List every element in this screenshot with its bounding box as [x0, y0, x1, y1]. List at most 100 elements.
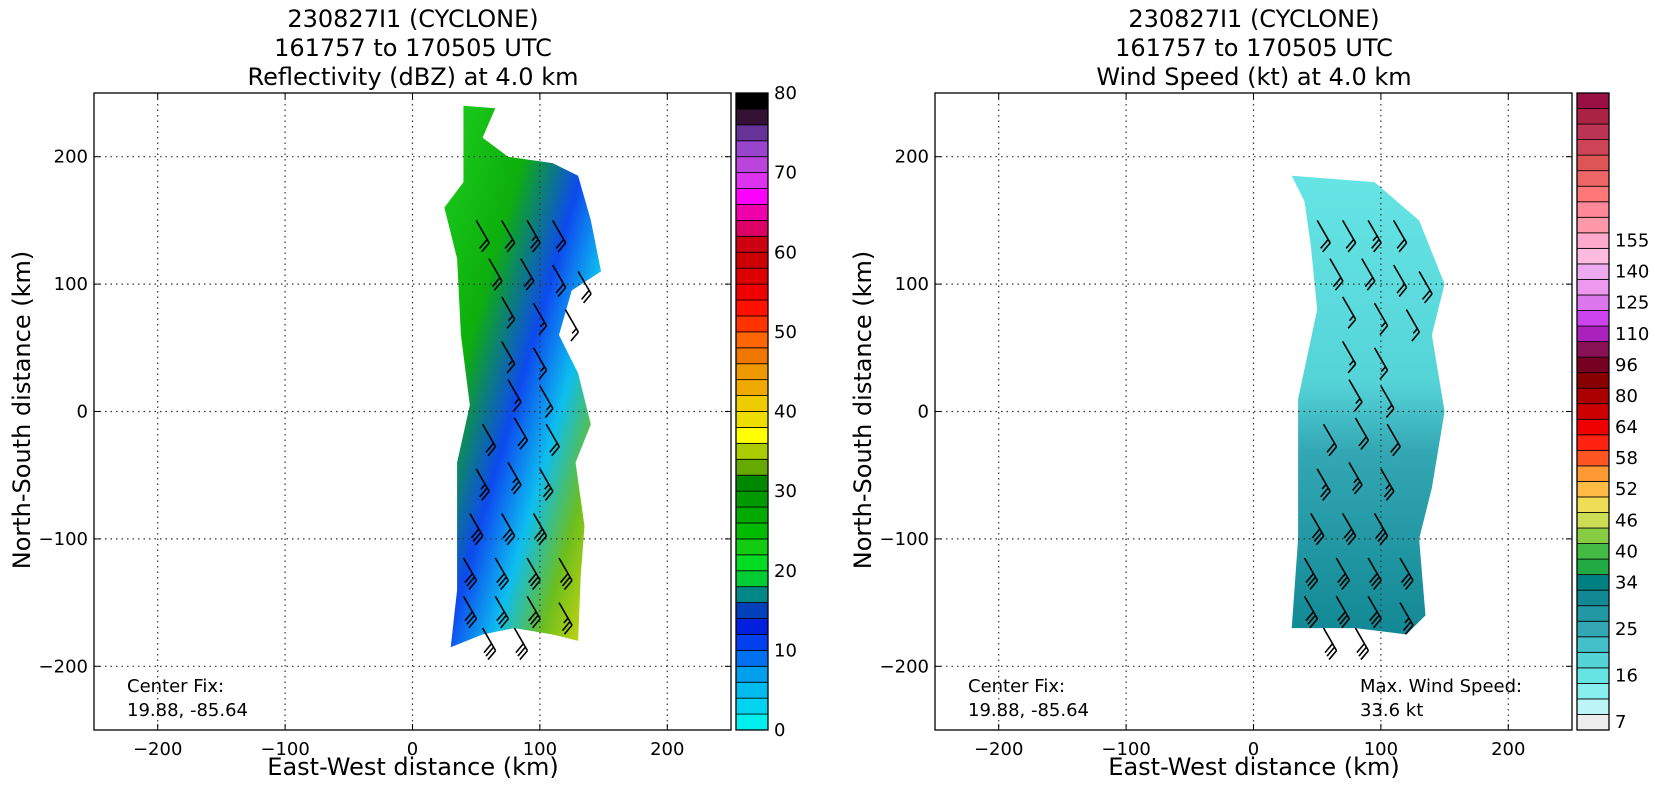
wind-barb — [1341, 513, 1357, 546]
wind-barb — [1316, 219, 1331, 253]
wind-barb — [481, 423, 497, 457]
colorbar-tick-label: 10 — [774, 640, 797, 661]
colorbar-segment — [735, 315, 769, 333]
wind-barb — [1373, 513, 1389, 546]
wind-barb-half-flag — [546, 404, 552, 411]
wind-barb-flag — [493, 280, 503, 291]
wind-barb-flag — [487, 446, 497, 457]
wind-barb-shaft — [1399, 557, 1414, 581]
colorbar-segment — [1576, 481, 1610, 498]
wind-barb-half-flag — [1348, 315, 1355, 322]
y-tick-label: 0 — [77, 402, 88, 423]
wind-barb-half-flag — [539, 366, 546, 373]
colorbar-segment — [735, 570, 769, 588]
wind-barb-half-flag — [544, 483, 550, 490]
wind-barb-shaft — [469, 513, 484, 537]
wind-barb-flag — [1309, 618, 1319, 629]
colorbar-segment — [735, 538, 769, 556]
wind-barb-flag — [1360, 650, 1370, 661]
reflectivity-title-line-3: Reflectivity (dBZ) at 4.0 km — [248, 63, 579, 91]
colorbar-segment — [1576, 154, 1610, 172]
wind-barb-flag — [1369, 573, 1378, 584]
colorbar-segment — [735, 347, 769, 365]
colorbar-tick-label: 50 — [774, 322, 797, 343]
wind-speed-region — [1291, 175, 1445, 635]
wind-barb-shaft — [551, 264, 567, 288]
wind-barb — [462, 557, 478, 591]
wind-barb — [1322, 627, 1338, 661]
y-tick-label: −100 — [880, 529, 929, 550]
wind-barb — [1341, 296, 1357, 329]
wind-barb-shaft — [1373, 302, 1389, 327]
wind-barb-flag — [1339, 614, 1348, 625]
wind-barb-shaft — [500, 341, 516, 365]
wind-barb-flag — [1337, 573, 1346, 584]
colorbar-segment — [1576, 620, 1610, 638]
wind-barb-half-flag — [507, 359, 514, 366]
wind-barb-flag — [1343, 528, 1353, 539]
wind-barb-flag — [561, 576, 571, 587]
wind-speed-y-axis-label: North-South distance (km) — [849, 251, 877, 570]
colorbar-tick-label: 46 — [1615, 510, 1638, 531]
x-tick-label: −200 — [133, 739, 182, 760]
colorbar-segment — [735, 267, 769, 285]
wind-barb-flag — [1373, 618, 1382, 629]
reflectivity-center-fix-label: Center Fix: — [127, 676, 224, 697]
plot-background — [94, 93, 731, 730]
wind-barb — [1316, 468, 1331, 501]
wind-barb-shaft — [462, 557, 478, 581]
wind-barb — [1354, 417, 1370, 450]
x-tick-label: 200 — [650, 739, 684, 760]
wind-barb-flag — [464, 611, 474, 622]
wind-barb-shaft — [1399, 602, 1414, 626]
wind-barb-flag — [1404, 624, 1414, 635]
wind-barb-flag — [1322, 490, 1331, 501]
wind-barb-flag — [528, 611, 537, 622]
wind-barb-flag — [1375, 528, 1385, 539]
wind-barb-shaft — [1341, 513, 1357, 537]
colorbar-segment — [735, 681, 769, 699]
wind-barb-flag — [1396, 283, 1406, 294]
wind-barb-shaft — [558, 602, 573, 626]
wind-barb-flag — [1324, 643, 1334, 654]
wind-barb-flag — [1328, 446, 1338, 457]
wind-barb-shaft — [1341, 341, 1357, 365]
reflectivity-colorbar: 0 10 20 30 40 50 60 70 80 — [735, 83, 797, 741]
colorbar-segment — [1576, 449, 1610, 467]
wind-barb-shaft — [1348, 462, 1363, 486]
colorbar-segment — [735, 204, 769, 221]
wind-barb-flag — [485, 442, 495, 453]
colorbar-segment — [735, 395, 769, 412]
wind-barb-half-flag — [1353, 477, 1359, 484]
wind-barb-flag — [1358, 646, 1368, 657]
colorbar-tick-label: 16 — [1615, 666, 1638, 687]
wind-barb-flag — [538, 535, 548, 546]
colorbar-tick-label: 125 — [1615, 293, 1649, 314]
wind-barb-flag — [1373, 242, 1382, 253]
colorbar-tick-label: 80 — [774, 83, 797, 104]
reflectivity-plot-area: −200 −100 0 100 200 −200 −100 0 100 200 — [39, 92, 732, 760]
y-tick-label: 0 — [918, 402, 929, 423]
colorbar-segment — [735, 188, 769, 205]
wind-speed-x-axis-label: East-West distance (km) — [1108, 753, 1399, 781]
wind-speed-title-line-2: 161757 to 170505 UTC — [1115, 34, 1393, 62]
wind-barb-shaft — [462, 595, 478, 620]
colorbar-tick-label: 58 — [1615, 448, 1638, 469]
wind-barb-flag — [538, 325, 548, 336]
colorbar-segment — [1576, 92, 1610, 109]
wind-barb-flag — [1320, 487, 1329, 498]
colorbar-segment — [735, 92, 769, 110]
wind-barb-shaft — [532, 302, 548, 327]
wind-barb-flag — [580, 289, 590, 300]
wind-barb-flag — [1398, 286, 1408, 297]
wind-barb-flag — [496, 611, 505, 622]
y-tick-label: 200 — [895, 147, 929, 168]
wind-barb-half-flag — [512, 477, 518, 484]
wind-barb-flag — [464, 573, 474, 584]
colorbar-tick-label: 96 — [1615, 355, 1638, 376]
colorbar-tick-label: 60 — [774, 242, 797, 263]
colorbar-segment — [735, 442, 769, 460]
wind-barb — [481, 627, 497, 661]
wind-speed-plot-area: −200 −100 0 100 200 −200 −100 0 100 200 — [880, 92, 1573, 760]
y-tick-label: −100 — [39, 529, 88, 550]
